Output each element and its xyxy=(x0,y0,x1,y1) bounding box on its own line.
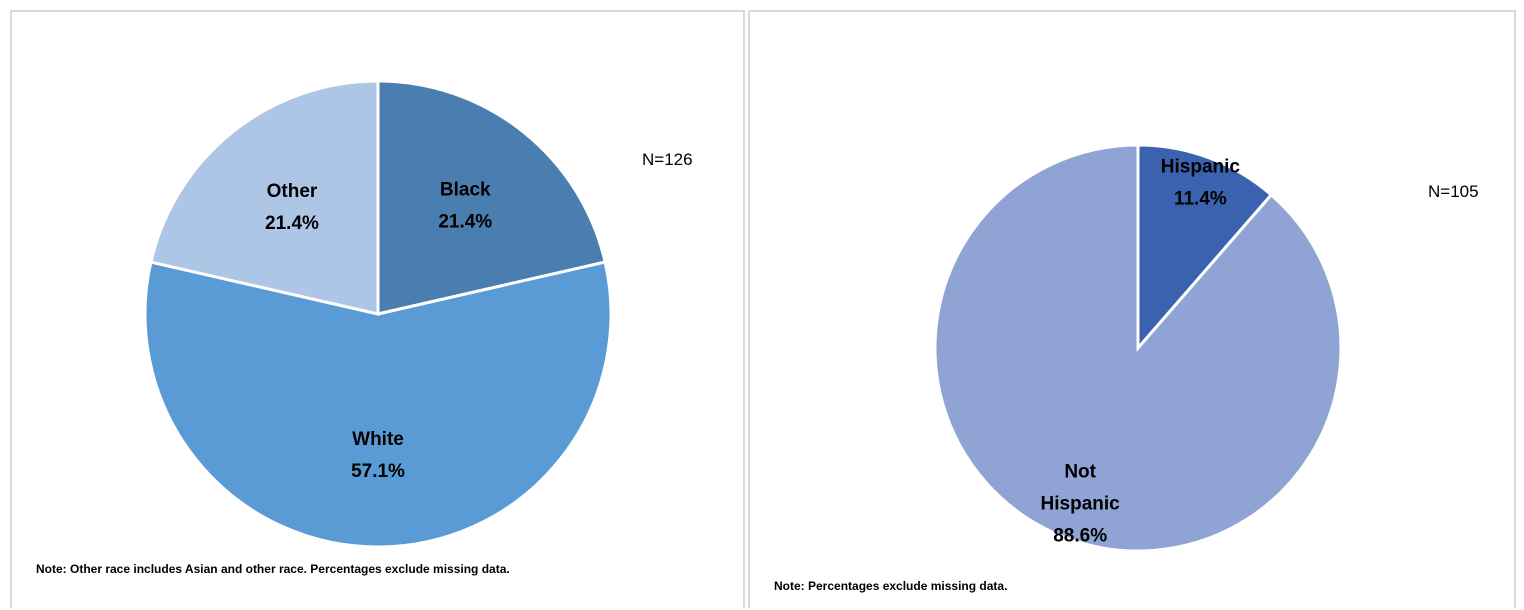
slice-value-label-black: 21.4% xyxy=(438,212,492,233)
pie-slice-hispanic xyxy=(1136,143,1274,353)
slice-value-label-not-hispanic: 88.6% xyxy=(1053,526,1107,547)
slice-category-label-not-hispanic: Not xyxy=(1064,462,1096,483)
pie-slice-black xyxy=(376,79,607,316)
slice-category-label-white: White xyxy=(352,429,404,450)
pie-slice-other xyxy=(149,79,380,316)
slice-value-label-hispanic: 11.4% xyxy=(1174,188,1227,209)
race-chart-panel: Black 21.4% White 57.1% Other 21.4% N=126 Not… xyxy=(10,10,745,608)
pie-slice-white xyxy=(143,260,613,549)
chart-note: Note: Other race includes Asian and othe… xyxy=(36,562,510,576)
slice-category-label-not-hispanic: Hispanic xyxy=(1041,494,1121,515)
slice-value-label-other: 21.4% xyxy=(265,213,319,234)
chart-note: Note: Percentages exclude missing data. xyxy=(774,579,1008,593)
ethnicity-pie-chart: Hispanic 11.4% Not Hispanic 88.6% xyxy=(933,143,1343,553)
sample-size-label: N=126 xyxy=(642,150,693,169)
slice-value-label-white: 57.1% xyxy=(351,461,405,482)
slice-category-label-black: Black xyxy=(440,180,491,201)
sample-size-label: N=105 xyxy=(1428,182,1479,201)
pie-slice-not-hispanic xyxy=(933,143,1343,553)
slice-category-label-other: Other xyxy=(267,181,318,202)
race-pie-chart: Black 21.4% White 57.1% Other 21.4% xyxy=(143,79,613,549)
ethnicity-chart-panel: Hispanic 11.4% Not Hispanic 88.6% N=105 Note… xyxy=(748,10,1516,608)
slice-category-label-hispanic: Hispanic xyxy=(1161,156,1241,177)
